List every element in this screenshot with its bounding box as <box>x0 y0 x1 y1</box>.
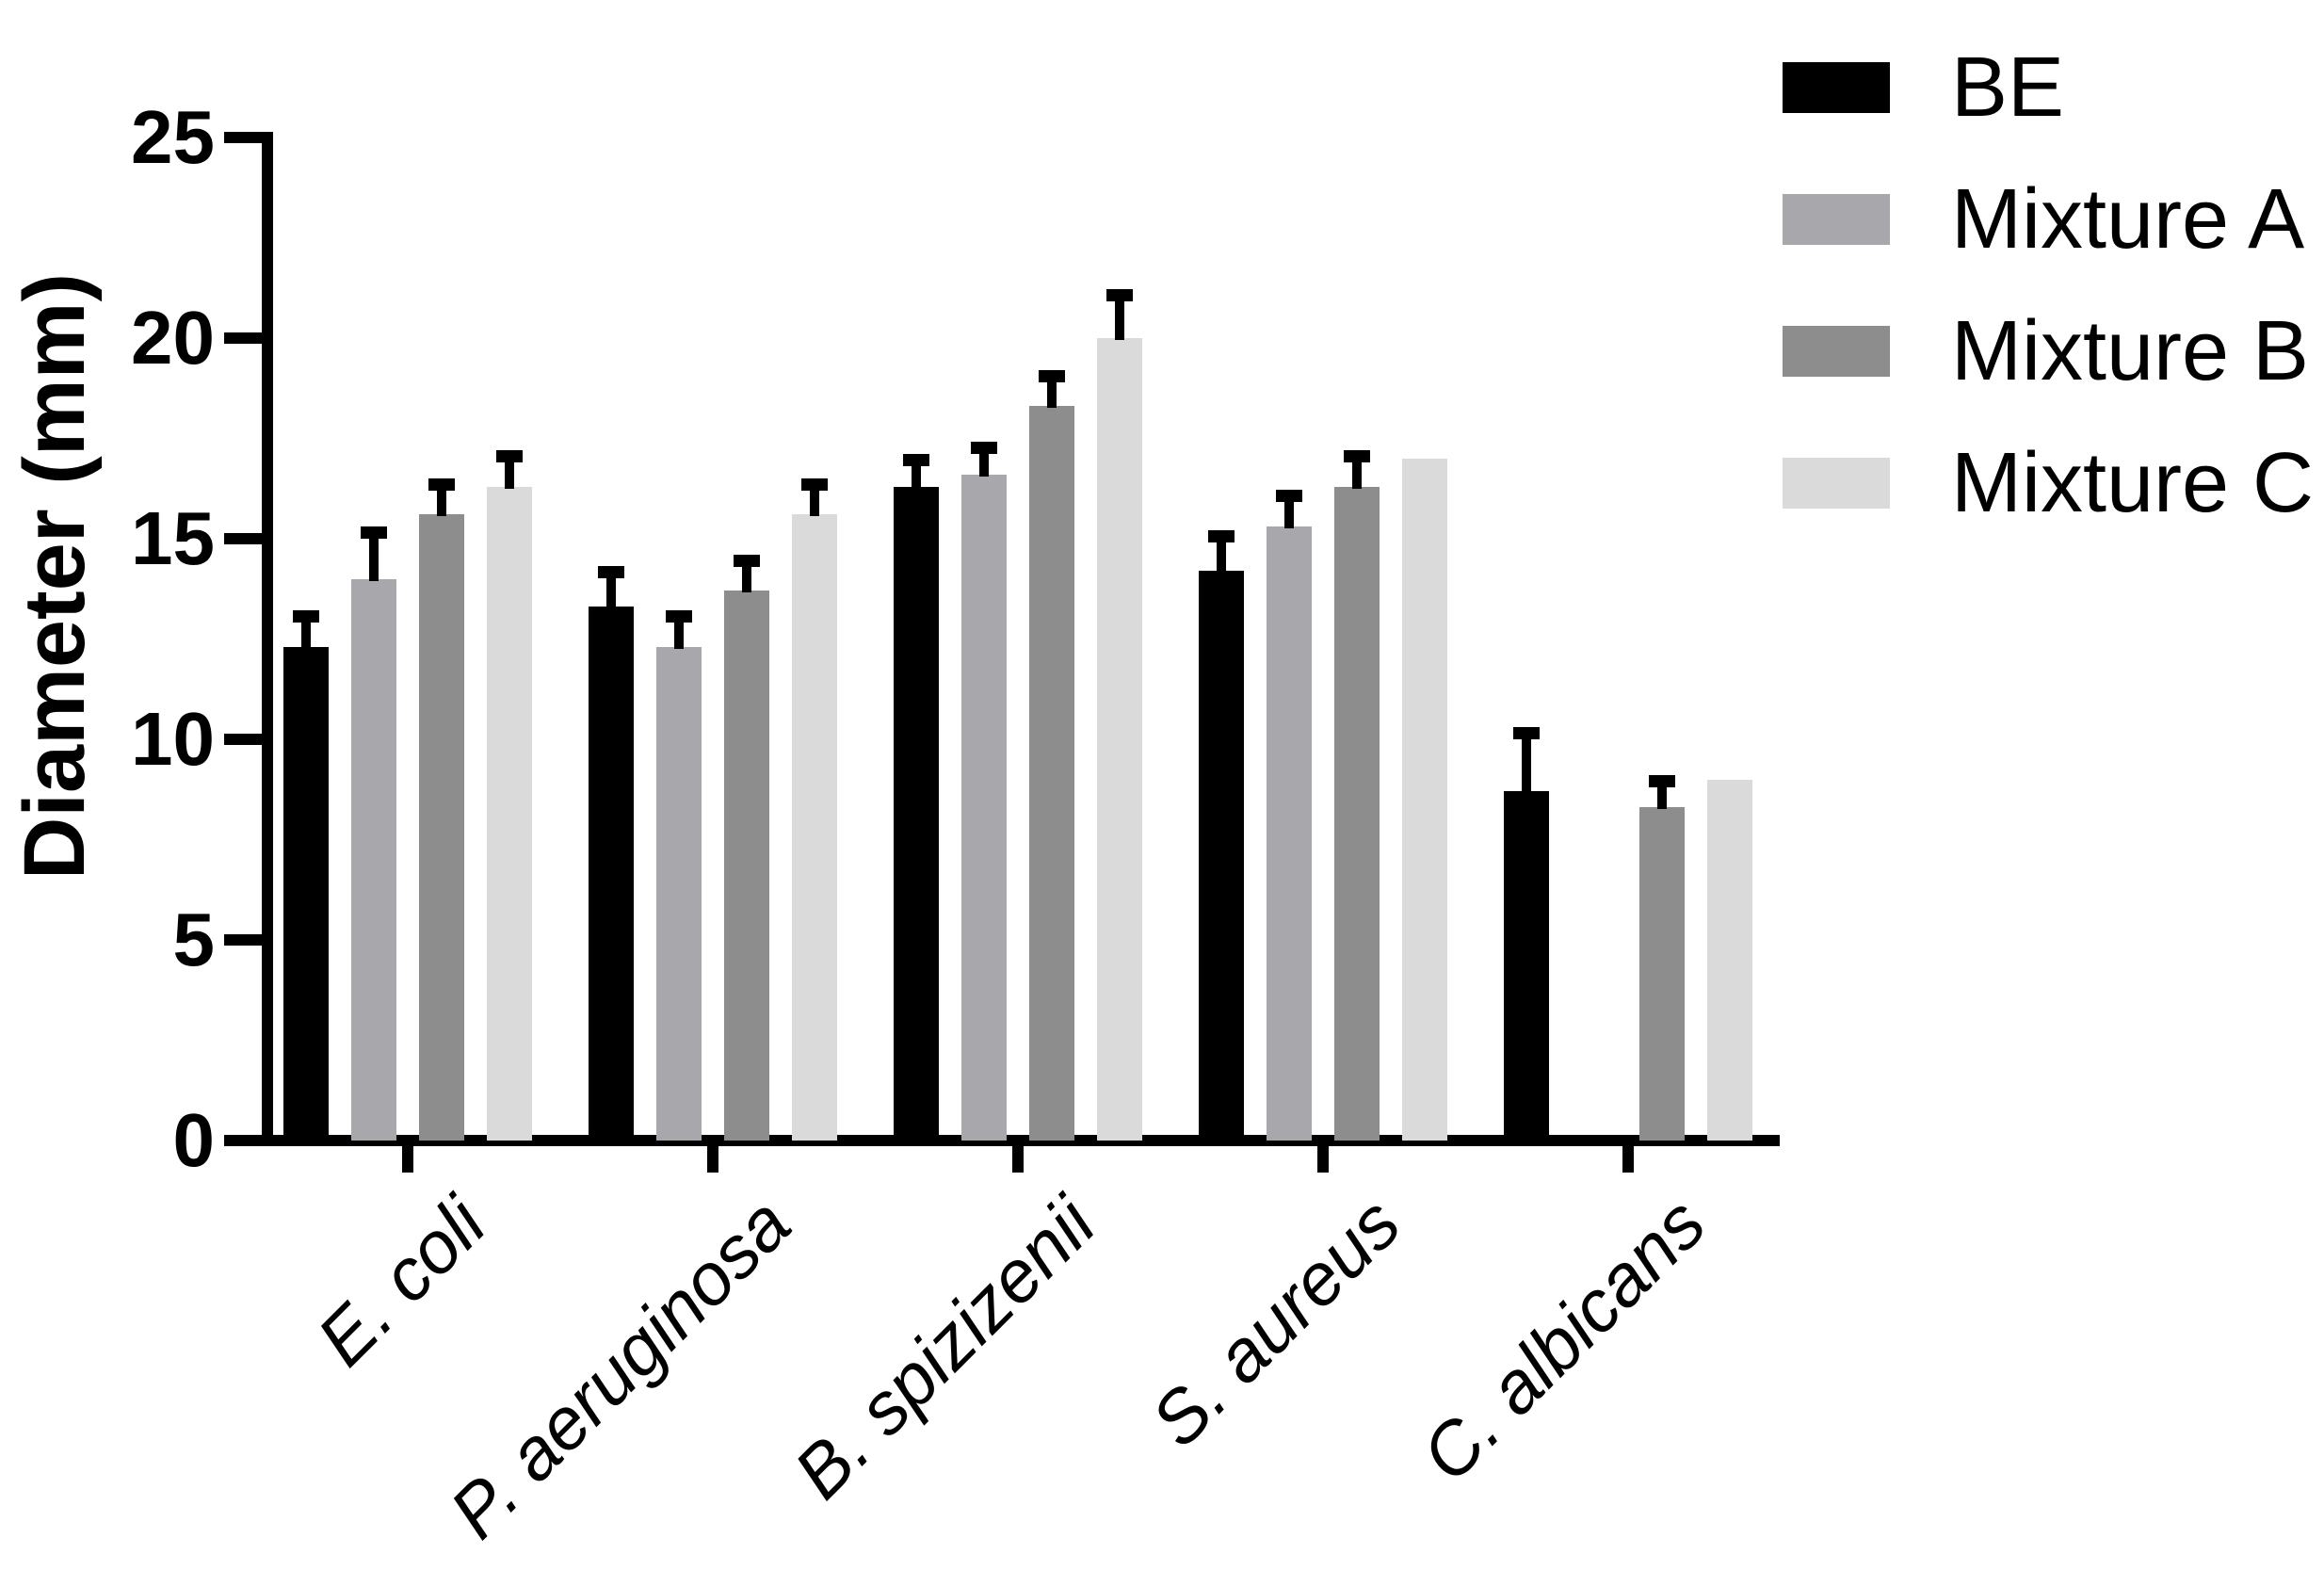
error-bar-cap <box>734 554 760 567</box>
x-tick <box>402 1141 413 1173</box>
error-bar-stem <box>301 619 311 649</box>
y-tick <box>224 332 273 344</box>
legend-label: Mixture C <box>1951 436 2315 530</box>
y-tick <box>224 934 273 946</box>
y-tick <box>224 132 273 143</box>
y-tick <box>224 533 273 544</box>
bar <box>589 607 634 1141</box>
y-tick <box>224 1135 273 1146</box>
x-tick <box>1012 1141 1024 1173</box>
x-category-label: E. coli <box>300 1181 501 1382</box>
x-category-label: C. albicans <box>1405 1181 1721 1497</box>
y-tick-label: 10 <box>131 697 215 781</box>
x-tick <box>1317 1141 1329 1173</box>
error-bar-stem <box>369 534 379 581</box>
error-bar-stem <box>674 619 684 649</box>
y-axis-line <box>262 132 273 1146</box>
legend-label: BE <box>1951 40 2065 135</box>
error-bar-cap <box>1513 726 1540 739</box>
legend-swatch <box>1783 194 1890 245</box>
error-bar-cap <box>496 449 523 462</box>
error-bar-cap <box>1106 289 1133 302</box>
error-bar-cap <box>666 610 692 623</box>
bar <box>961 474 1007 1141</box>
error-bar-cap <box>361 526 387 539</box>
legend-row: Mixture B <box>1783 309 2309 394</box>
bar <box>724 591 769 1141</box>
legend-label: Mixture B <box>1951 304 2310 398</box>
error-bar-stem <box>1522 735 1531 794</box>
x-tick <box>707 1141 718 1173</box>
bar <box>1199 571 1244 1141</box>
error-bar-cap <box>293 610 319 623</box>
legend-row: Mixture C <box>1783 441 2314 526</box>
error-bar-stem <box>1352 458 1362 489</box>
y-tick-label: 5 <box>172 898 216 981</box>
error-bar-stem <box>1217 539 1226 574</box>
y-tick-label: 20 <box>131 296 215 380</box>
y-tick-label: 0 <box>172 1098 216 1182</box>
error-bar-stem <box>1284 498 1294 529</box>
bar <box>894 486 939 1141</box>
y-tick-label: 25 <box>131 95 215 179</box>
legend-label: Mixture A <box>1951 172 2305 267</box>
bar <box>1267 526 1312 1141</box>
error-bar-cap <box>1344 449 1370 462</box>
error-bar-cap <box>801 477 828 491</box>
bar <box>487 486 532 1141</box>
error-bar-stem <box>810 486 819 517</box>
error-bar-cap <box>1276 490 1302 503</box>
error-bar-cap <box>971 442 997 455</box>
bar <box>1639 807 1685 1141</box>
error-bar-cap <box>598 566 624 579</box>
y-tick <box>224 734 273 745</box>
x-category-label: B. spizizenii <box>778 1181 1111 1514</box>
error-bar-stem <box>1657 783 1667 810</box>
bar <box>1029 406 1074 1141</box>
error-bar-cap <box>1208 530 1235 542</box>
bar <box>1402 458 1447 1141</box>
error-bar-stem <box>979 450 989 477</box>
bar <box>1097 338 1142 1141</box>
legend-swatch <box>1783 326 1890 377</box>
error-bar-stem <box>606 575 616 609</box>
bar <box>1707 779 1752 1141</box>
x-tick <box>1622 1141 1634 1173</box>
legend-row: Mixture A <box>1783 177 2304 262</box>
legend-swatch <box>1783 458 1890 509</box>
bar <box>351 578 396 1141</box>
error-bar-cap <box>903 454 929 467</box>
bar <box>1504 791 1549 1141</box>
x-category-label: S. aureus <box>1135 1181 1416 1463</box>
y-tick-label: 15 <box>131 496 215 580</box>
error-bar-cap <box>1039 369 1065 382</box>
legend-swatch <box>1783 62 1890 113</box>
error-bar-stem <box>437 486 446 517</box>
legend-row: BE <box>1783 45 2064 130</box>
bar <box>419 514 464 1141</box>
error-bar-cap <box>428 477 455 491</box>
bar <box>792 514 837 1141</box>
error-bar-stem <box>742 562 751 593</box>
bar <box>656 647 702 1141</box>
error-bar-stem <box>1047 378 1057 409</box>
error-bar-stem <box>912 462 921 489</box>
bar <box>283 647 329 1141</box>
bar <box>1334 486 1380 1141</box>
error-bar-stem <box>1115 298 1124 340</box>
error-bar-cap <box>1649 774 1675 787</box>
error-bar-stem <box>505 458 514 489</box>
